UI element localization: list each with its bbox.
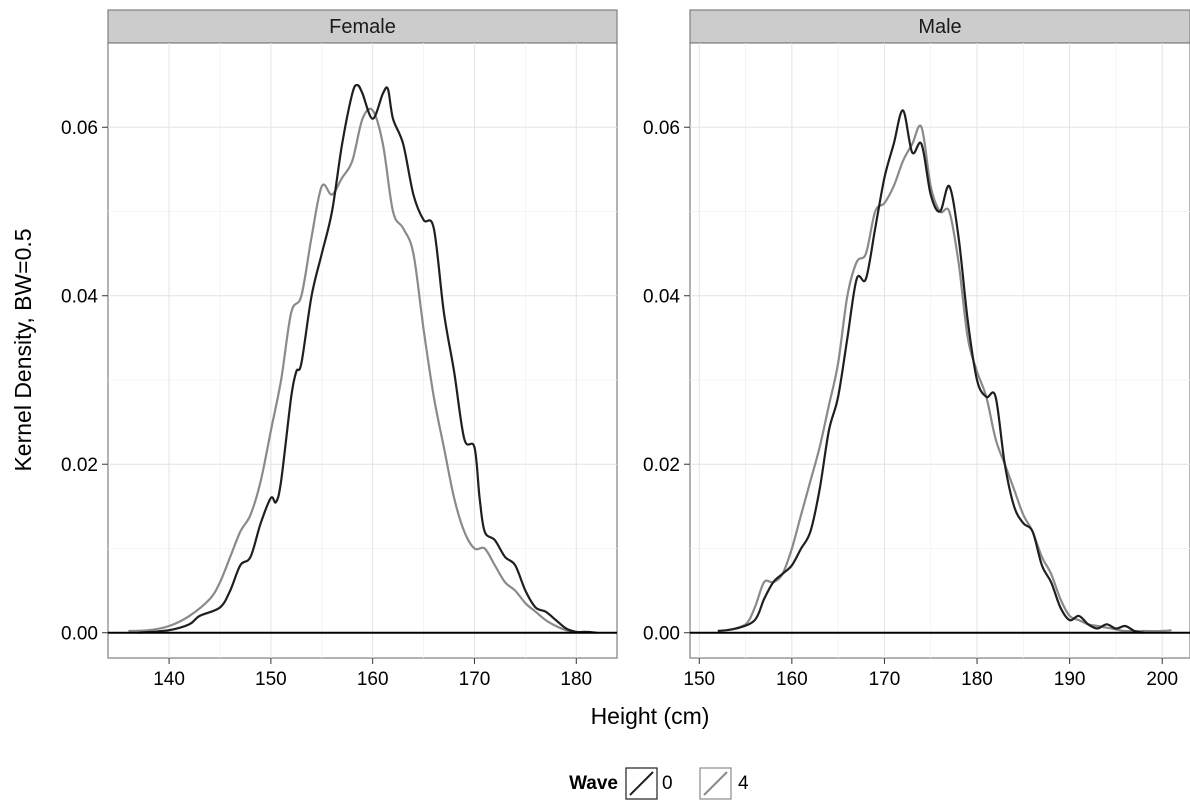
panel-male: Male 0.00 0.02 0.04 0.06 150 160 170 180 190 200 — [643, 9, 1190, 690]
male-series — [690, 109, 1190, 634]
legend-label-0: 0 — [662, 773, 673, 794]
x-tick-label: 170 — [869, 669, 901, 690]
female-x-axis: 140 150 160 170 180 — [153, 658, 592, 690]
male-strip-label: Male — [918, 16, 961, 38]
density-line-wave-4 — [726, 124, 1172, 633]
male-strip — [689, 9, 1190, 44]
x-tick-label: 150 — [683, 669, 715, 690]
panel-female: Female 0.00 0.02 0.04 0.06 140 150 160 170 180 — [61, 9, 618, 690]
male-plot-area — [689, 42, 1190, 659]
female-series — [108, 83, 617, 634]
x-tick-label: 170 — [459, 669, 491, 690]
female-y-axis: 0.00 0.02 0.04 0.06 — [61, 118, 108, 645]
legend-label-4: 4 — [738, 773, 749, 794]
female-plot-area — [107, 42, 618, 659]
female-strip — [107, 9, 618, 44]
y-tick-label: 0.04 — [61, 287, 98, 308]
x-axis-title: Height (cm) — [591, 703, 710, 729]
male-x-axis: 150 160 170 180 190 200 — [683, 658, 1178, 690]
density-line-wave-0 — [717, 109, 1144, 634]
legend-key-4-line — [703, 771, 728, 796]
x-tick-label: 180 — [560, 669, 592, 690]
male-y-axis: 0.00 0.02 0.04 0.06 — [643, 118, 690, 645]
x-tick-label: 180 — [961, 669, 993, 690]
y-axis-title: Kernel Density, BW=0.5 — [10, 228, 36, 471]
x-tick-label: 160 — [357, 669, 389, 690]
legend-key-0-line — [629, 771, 654, 796]
density-line-wave-0 — [138, 83, 597, 634]
x-tick-label: 140 — [153, 669, 185, 690]
legend-title: Wave — [569, 773, 618, 794]
y-tick-label: 0.02 — [61, 455, 98, 476]
x-tick-label: 160 — [776, 669, 808, 690]
y-tick-label: 0.06 — [643, 118, 680, 139]
x-tick-label: 190 — [1054, 669, 1086, 690]
density-line-wave-4 — [128, 107, 577, 634]
y-tick-label: 0.02 — [643, 455, 680, 476]
y-tick-label: 0.04 — [643, 287, 680, 308]
x-tick-label: 150 — [255, 669, 287, 690]
y-tick-label: 0.00 — [61, 624, 98, 645]
x-tick-label: 200 — [1146, 669, 1178, 690]
legend: Wave 0 4 — [569, 767, 749, 800]
female-strip-label: Female — [329, 16, 396, 38]
y-tick-label: 0.06 — [61, 118, 98, 139]
y-tick-label: 0.00 — [643, 624, 680, 645]
